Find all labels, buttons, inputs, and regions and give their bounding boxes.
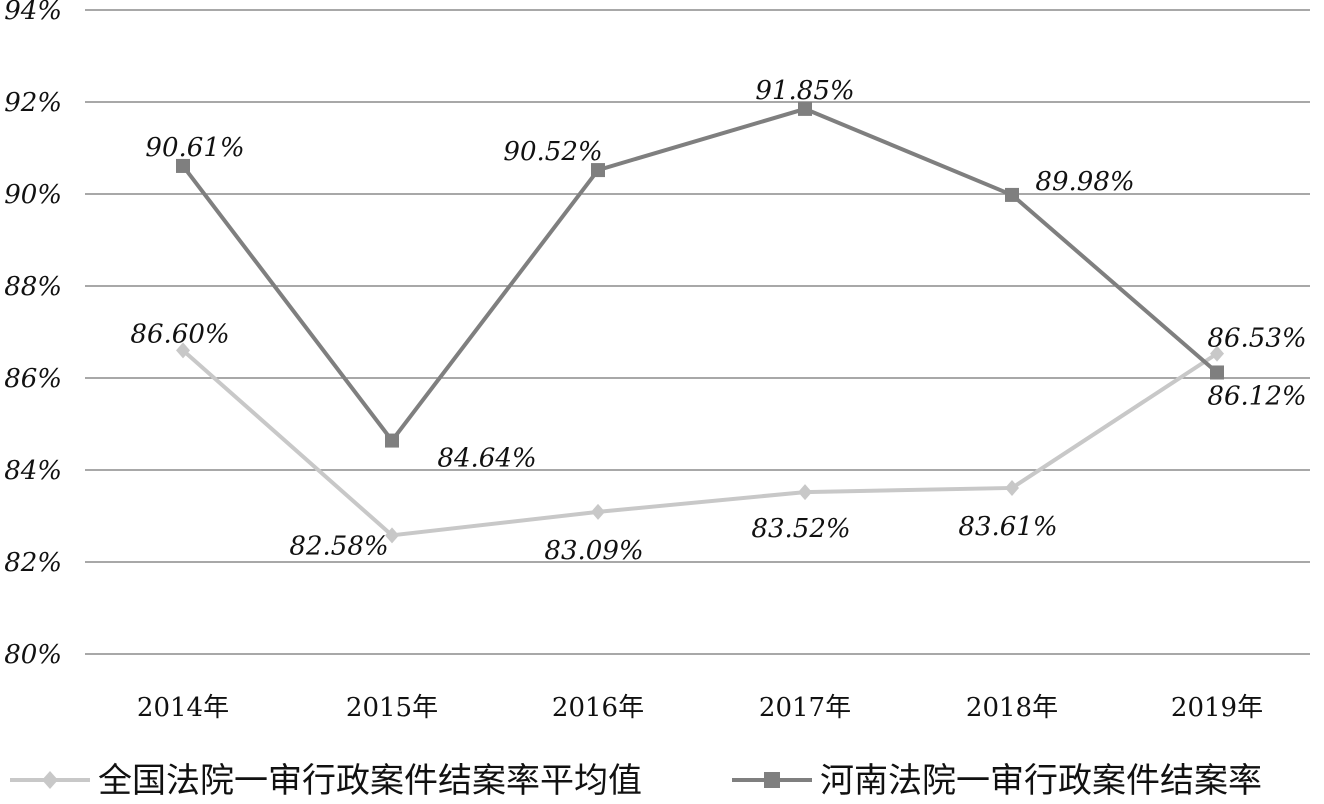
data-label: 86.12% <box>1207 381 1306 411</box>
data-point <box>1210 345 1224 362</box>
data-label: 84.64% <box>437 444 536 474</box>
data-point <box>385 433 399 448</box>
legend: 全国法院一审行政案件结案率平均值 河南法院一审行政案件结案率 <box>10 761 1262 801</box>
data-point <box>176 342 190 359</box>
x-tick-label: 2017年 <box>759 693 851 723</box>
legend-label: 全国法院一审行政案件结案率平均值 <box>98 761 642 801</box>
data-labels: 86.60% 82.58% 83.09% 83.52% 83.61% 86.53% 90.6… <box>130 76 1306 566</box>
y-tick-label: 80% <box>4 640 62 670</box>
series-group <box>176 101 1224 544</box>
y-tick-label: 84% <box>4 456 62 486</box>
data-label: 83.61% <box>958 512 1057 542</box>
legend-marker <box>764 772 780 788</box>
data-point <box>176 158 190 173</box>
data-label: 90.52% <box>503 137 602 167</box>
series-line-1 <box>181 348 1219 538</box>
data-label: 83.09% <box>544 536 643 566</box>
x-tick-label: 2018年 <box>966 693 1058 723</box>
y-tick-label: 92% <box>4 88 62 118</box>
data-point <box>798 484 812 501</box>
legend-marker <box>42 771 58 789</box>
data-label: 89.98% <box>1035 167 1134 197</box>
legend-label: 河南法院一审行政案件结案率 <box>820 761 1262 801</box>
x-tick-label: 2015年 <box>346 693 438 723</box>
data-point <box>1005 479 1019 496</box>
y-tick-label: 86% <box>4 364 62 394</box>
x-axis-ticks: 2014年 2015年 2016年 2017年 2018年 2019年 <box>137 693 1263 723</box>
y-axis-ticks: 80% 82% 84% 86% 88% 90% 92% 94% <box>4 0 62 670</box>
y-tick-label: 94% <box>4 0 62 26</box>
x-tick-label: 2019年 <box>1171 693 1263 723</box>
y-tick-label: 88% <box>4 272 62 302</box>
data-label: 86.53% <box>1207 324 1306 354</box>
data-label: 86.60% <box>130 319 229 349</box>
data-point <box>1005 187 1019 202</box>
series-line-2 <box>181 106 1219 444</box>
y-tick-label: 82% <box>4 548 62 578</box>
data-point <box>385 527 399 544</box>
data-label: 83.52% <box>751 514 850 544</box>
y-tick-label: 90% <box>4 180 62 210</box>
data-point <box>591 503 605 520</box>
x-tick-label: 2016年 <box>552 693 644 723</box>
data-label: 82.58% <box>289 531 388 561</box>
data-point <box>591 163 605 178</box>
gridlines <box>85 9 1310 655</box>
data-label: 91.85% <box>755 76 854 106</box>
data-point <box>1210 365 1224 380</box>
x-tick-label: 2014年 <box>137 693 229 723</box>
data-label: 90.61% <box>145 133 244 163</box>
data-point <box>798 101 812 116</box>
